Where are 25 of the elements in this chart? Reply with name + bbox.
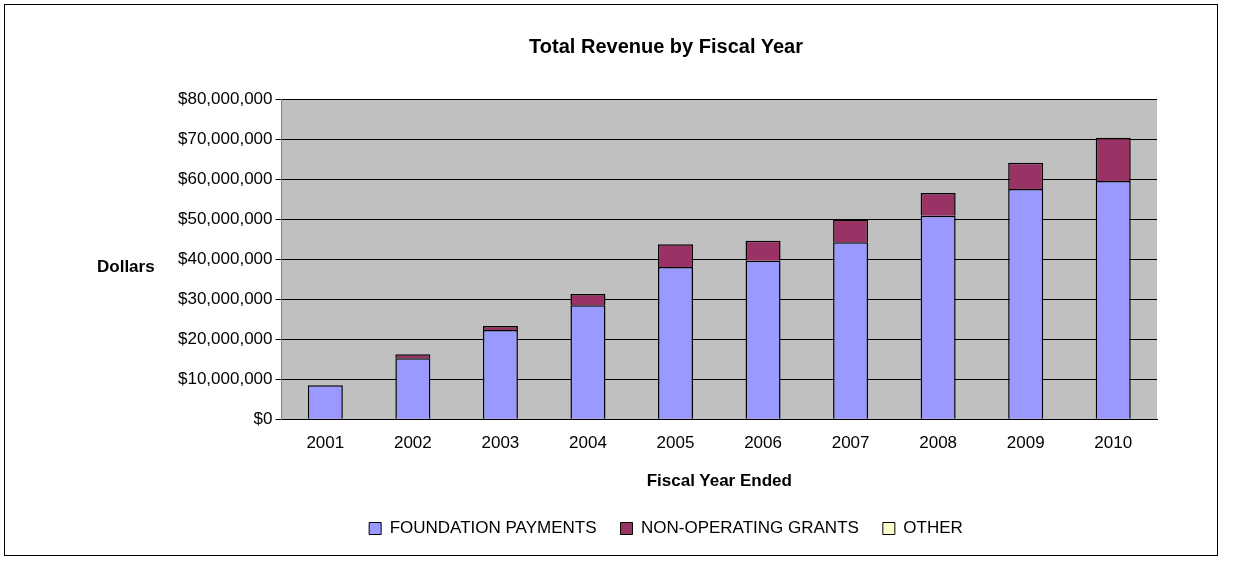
legend-label: FOUNDATION PAYMENTS: [389, 518, 597, 538]
x-tick-label: 2010: [1094, 433, 1133, 453]
x-tick-label: 2005: [656, 433, 695, 453]
x-tick-label: 2007: [831, 433, 870, 453]
legend-label: NON-OPERATING GRANTS: [640, 518, 859, 538]
x-tick-label: 2002: [393, 433, 432, 453]
y-tick-label: $60,000,000: [177, 168, 273, 188]
y-tick-label: $50,000,000: [177, 208, 273, 228]
legend-label: OTHER: [903, 518, 963, 538]
y-tick-label: $10,000,000: [177, 368, 273, 388]
chart-title: Total Revenue by Fiscal Year: [529, 34, 804, 57]
y-tick-label: $70,000,000: [177, 128, 273, 148]
x-tick-label: 2003: [481, 433, 520, 453]
y-tick-label: $0: [253, 408, 273, 428]
x-tick-label: 2008: [919, 433, 958, 453]
x-axis-title: Fiscal Year Ended: [646, 471, 792, 491]
x-tick-label: 2009: [1006, 433, 1045, 453]
x-tick-label: 2004: [569, 433, 607, 453]
y-tick-label: $30,000,000: [177, 288, 273, 308]
x-tick-label: 2006: [744, 433, 782, 453]
x-tick-label: 2001: [306, 433, 345, 453]
y-tick-label: $20,000,000: [177, 328, 273, 348]
y-tick-label: $80,000,000: [177, 88, 273, 108]
y-tick-label: $40,000,000: [177, 248, 273, 268]
y-axis-title: Dollars: [97, 256, 155, 276]
